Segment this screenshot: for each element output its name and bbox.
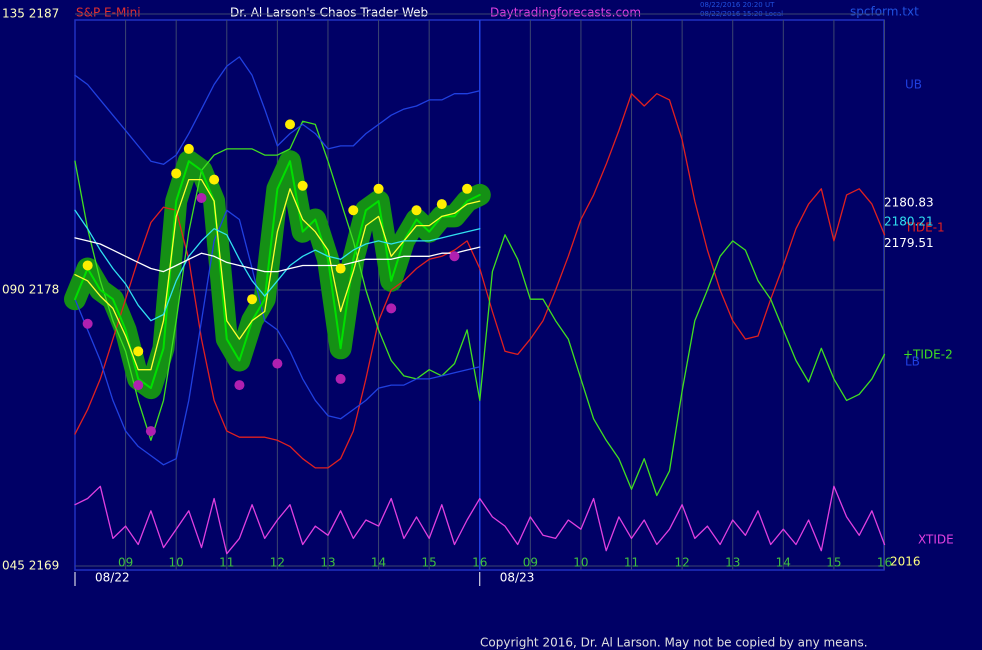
- date-label: 08/22: [95, 571, 130, 585]
- marker-dot: [247, 294, 258, 305]
- x-tick-label: 15: [422, 556, 437, 570]
- marker-dot: [462, 183, 473, 194]
- x-tick-label: 10: [573, 556, 588, 570]
- symbol: S&P E-Mini: [76, 6, 141, 20]
- x-tick-label: 15: [826, 556, 841, 570]
- x-tick-label: 13: [725, 556, 740, 570]
- x-tick-label: 10: [169, 556, 184, 570]
- file-name: spcform.txt: [850, 5, 919, 19]
- series-label: UB: [905, 78, 922, 92]
- last-value: 2180.83: [884, 196, 934, 210]
- y-tick-label: 135 2187: [2, 7, 59, 21]
- marker-dot: [183, 143, 194, 154]
- marker-dot: [272, 358, 283, 369]
- marker-dot: [209, 174, 220, 185]
- marker-dot: [82, 318, 93, 329]
- x-tick-label: 12: [270, 556, 285, 570]
- series-line: [74, 485, 886, 555]
- marker-dot: [449, 251, 460, 262]
- series-label: LB: [905, 355, 920, 369]
- price-line: [74, 160, 481, 390]
- price-line: [74, 209, 481, 322]
- x-tick-label: 13: [320, 556, 335, 570]
- marker-dot: [133, 346, 144, 357]
- marker-dot: [436, 199, 447, 210]
- marker-dot: [373, 183, 384, 194]
- price-line: [74, 178, 481, 371]
- site-url: Daytradingforecasts.com: [490, 6, 641, 20]
- year: 2016: [890, 555, 921, 569]
- last-value: 2179.51: [884, 236, 934, 250]
- x-tick-label: 16: [877, 556, 892, 570]
- series-label: XTIDE: [918, 533, 954, 547]
- marker-dot: [171, 168, 182, 179]
- marker-dot: [196, 193, 207, 203]
- y-tick-label: 090 2178: [2, 283, 59, 297]
- series-label: +TIDE-2: [903, 348, 953, 362]
- date-label: 08/23: [500, 571, 535, 585]
- marker-dot: [348, 205, 359, 216]
- marker-dot: [335, 263, 346, 274]
- marker-dot: [297, 180, 308, 191]
- last-value: 2180.21: [884, 215, 934, 229]
- marker-dot: [335, 373, 346, 384]
- x-tick-label: 11: [219, 556, 234, 570]
- copyright: Copyright 2016, Dr. Al Larson. May not b…: [480, 636, 868, 650]
- marker-dot: [234, 380, 245, 391]
- series-line: [74, 209, 481, 466]
- x-tick-label: 09: [523, 556, 538, 570]
- y-tick-label: 045 2169: [2, 559, 59, 573]
- marker-dot: [411, 205, 422, 216]
- x-tick-label: 11: [624, 556, 639, 570]
- marker-dot: [133, 380, 144, 391]
- series-line: [74, 120, 886, 497]
- series-line: [74, 56, 481, 165]
- series-line: [74, 93, 886, 469]
- x-tick-label: 14: [371, 556, 386, 570]
- price-line: [74, 237, 481, 273]
- marker-dot: [285, 119, 296, 130]
- marker-dot: [386, 303, 397, 314]
- time-ut: 08/22/2016 20:20 UT: [700, 1, 775, 9]
- marker-dot: [82, 260, 93, 271]
- x-tick-label: 09: [118, 556, 133, 570]
- series-label: TIDE-1: [904, 221, 945, 235]
- x-tick-label: 12: [674, 556, 689, 570]
- x-tick-label: 14: [776, 556, 791, 570]
- site-title: Dr. Al Larson's Chaos Trader Web: [230, 6, 428, 20]
- marker-dot: [145, 426, 156, 437]
